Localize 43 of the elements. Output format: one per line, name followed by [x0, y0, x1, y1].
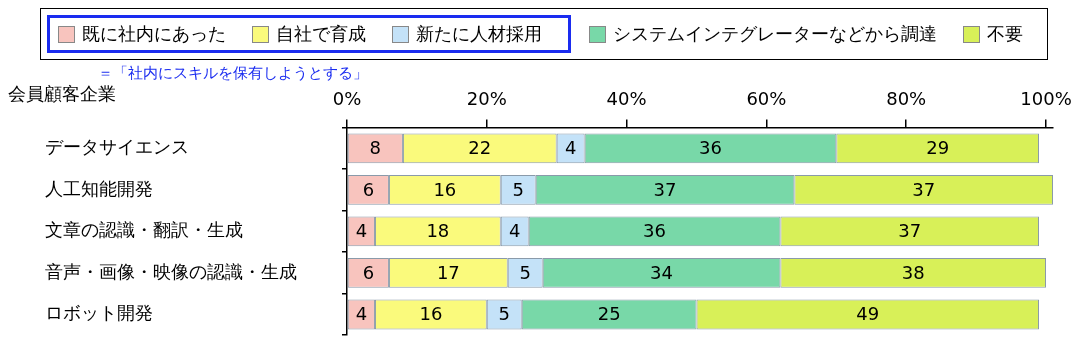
data-label: 5 [519, 261, 531, 283]
data-label: 37 [912, 178, 936, 200]
legend-label: 自社で育成 [276, 22, 366, 46]
legend-label: 不要 [987, 22, 1023, 46]
data-label: 17 [436, 261, 460, 283]
data-label: 38 [901, 261, 925, 283]
data-label: 6 [362, 261, 375, 283]
data-label: 4 [509, 220, 521, 242]
x-tick-label: 20% [466, 88, 507, 110]
y-tick-label: 文章の認識・翻訳・生成 [45, 219, 243, 241]
data-label: 37 [898, 220, 922, 242]
y-tick-label: 音声・画像・映像の認識・生成 [45, 260, 297, 282]
x-tick-label: 80% [886, 88, 927, 110]
x-tick-label: 0% [332, 88, 362, 110]
data-label: 16 [433, 178, 457, 200]
x-tick-label: 40% [606, 88, 647, 110]
text: ＝「社内にスキルを保有しようとする」 [98, 64, 368, 83]
data-label: 36 [643, 220, 667, 242]
data-label: 5 [498, 303, 510, 325]
legend-label: システムインテグレーターなどから調達 [613, 22, 937, 46]
data-label: 34 [650, 261, 674, 283]
data-label: 5 [512, 178, 524, 200]
data-label: 22 [468, 137, 492, 159]
data-label: 8 [369, 137, 382, 159]
data-label: 4 [355, 220, 368, 242]
data-label: 4 [564, 137, 577, 159]
y-tick-label: 人工知能開発 [45, 177, 153, 199]
y-tick-label: データサイエンス [45, 136, 189, 158]
legend-label: 新たに人材採用 [416, 22, 542, 46]
data-label: 36 [699, 137, 722, 159]
data-label: 49 [856, 303, 880, 325]
data-label: 6 [362, 178, 375, 200]
data-label: 37 [653, 178, 677, 200]
y-axis-title: 会員顧客企業 [8, 82, 116, 106]
data-label: 4 [355, 303, 368, 325]
y-tick-label: ロボット開発 [45, 302, 153, 324]
data-label: 29 [926, 137, 950, 159]
data-label: 16 [419, 303, 443, 325]
data-label: 18 [426, 220, 450, 242]
x-tick-label: 100% [1020, 88, 1072, 110]
legend-label: 既に社内にあった [82, 22, 226, 46]
data-label: 25 [597, 303, 621, 325]
x-tick-label: 60% [746, 88, 787, 110]
